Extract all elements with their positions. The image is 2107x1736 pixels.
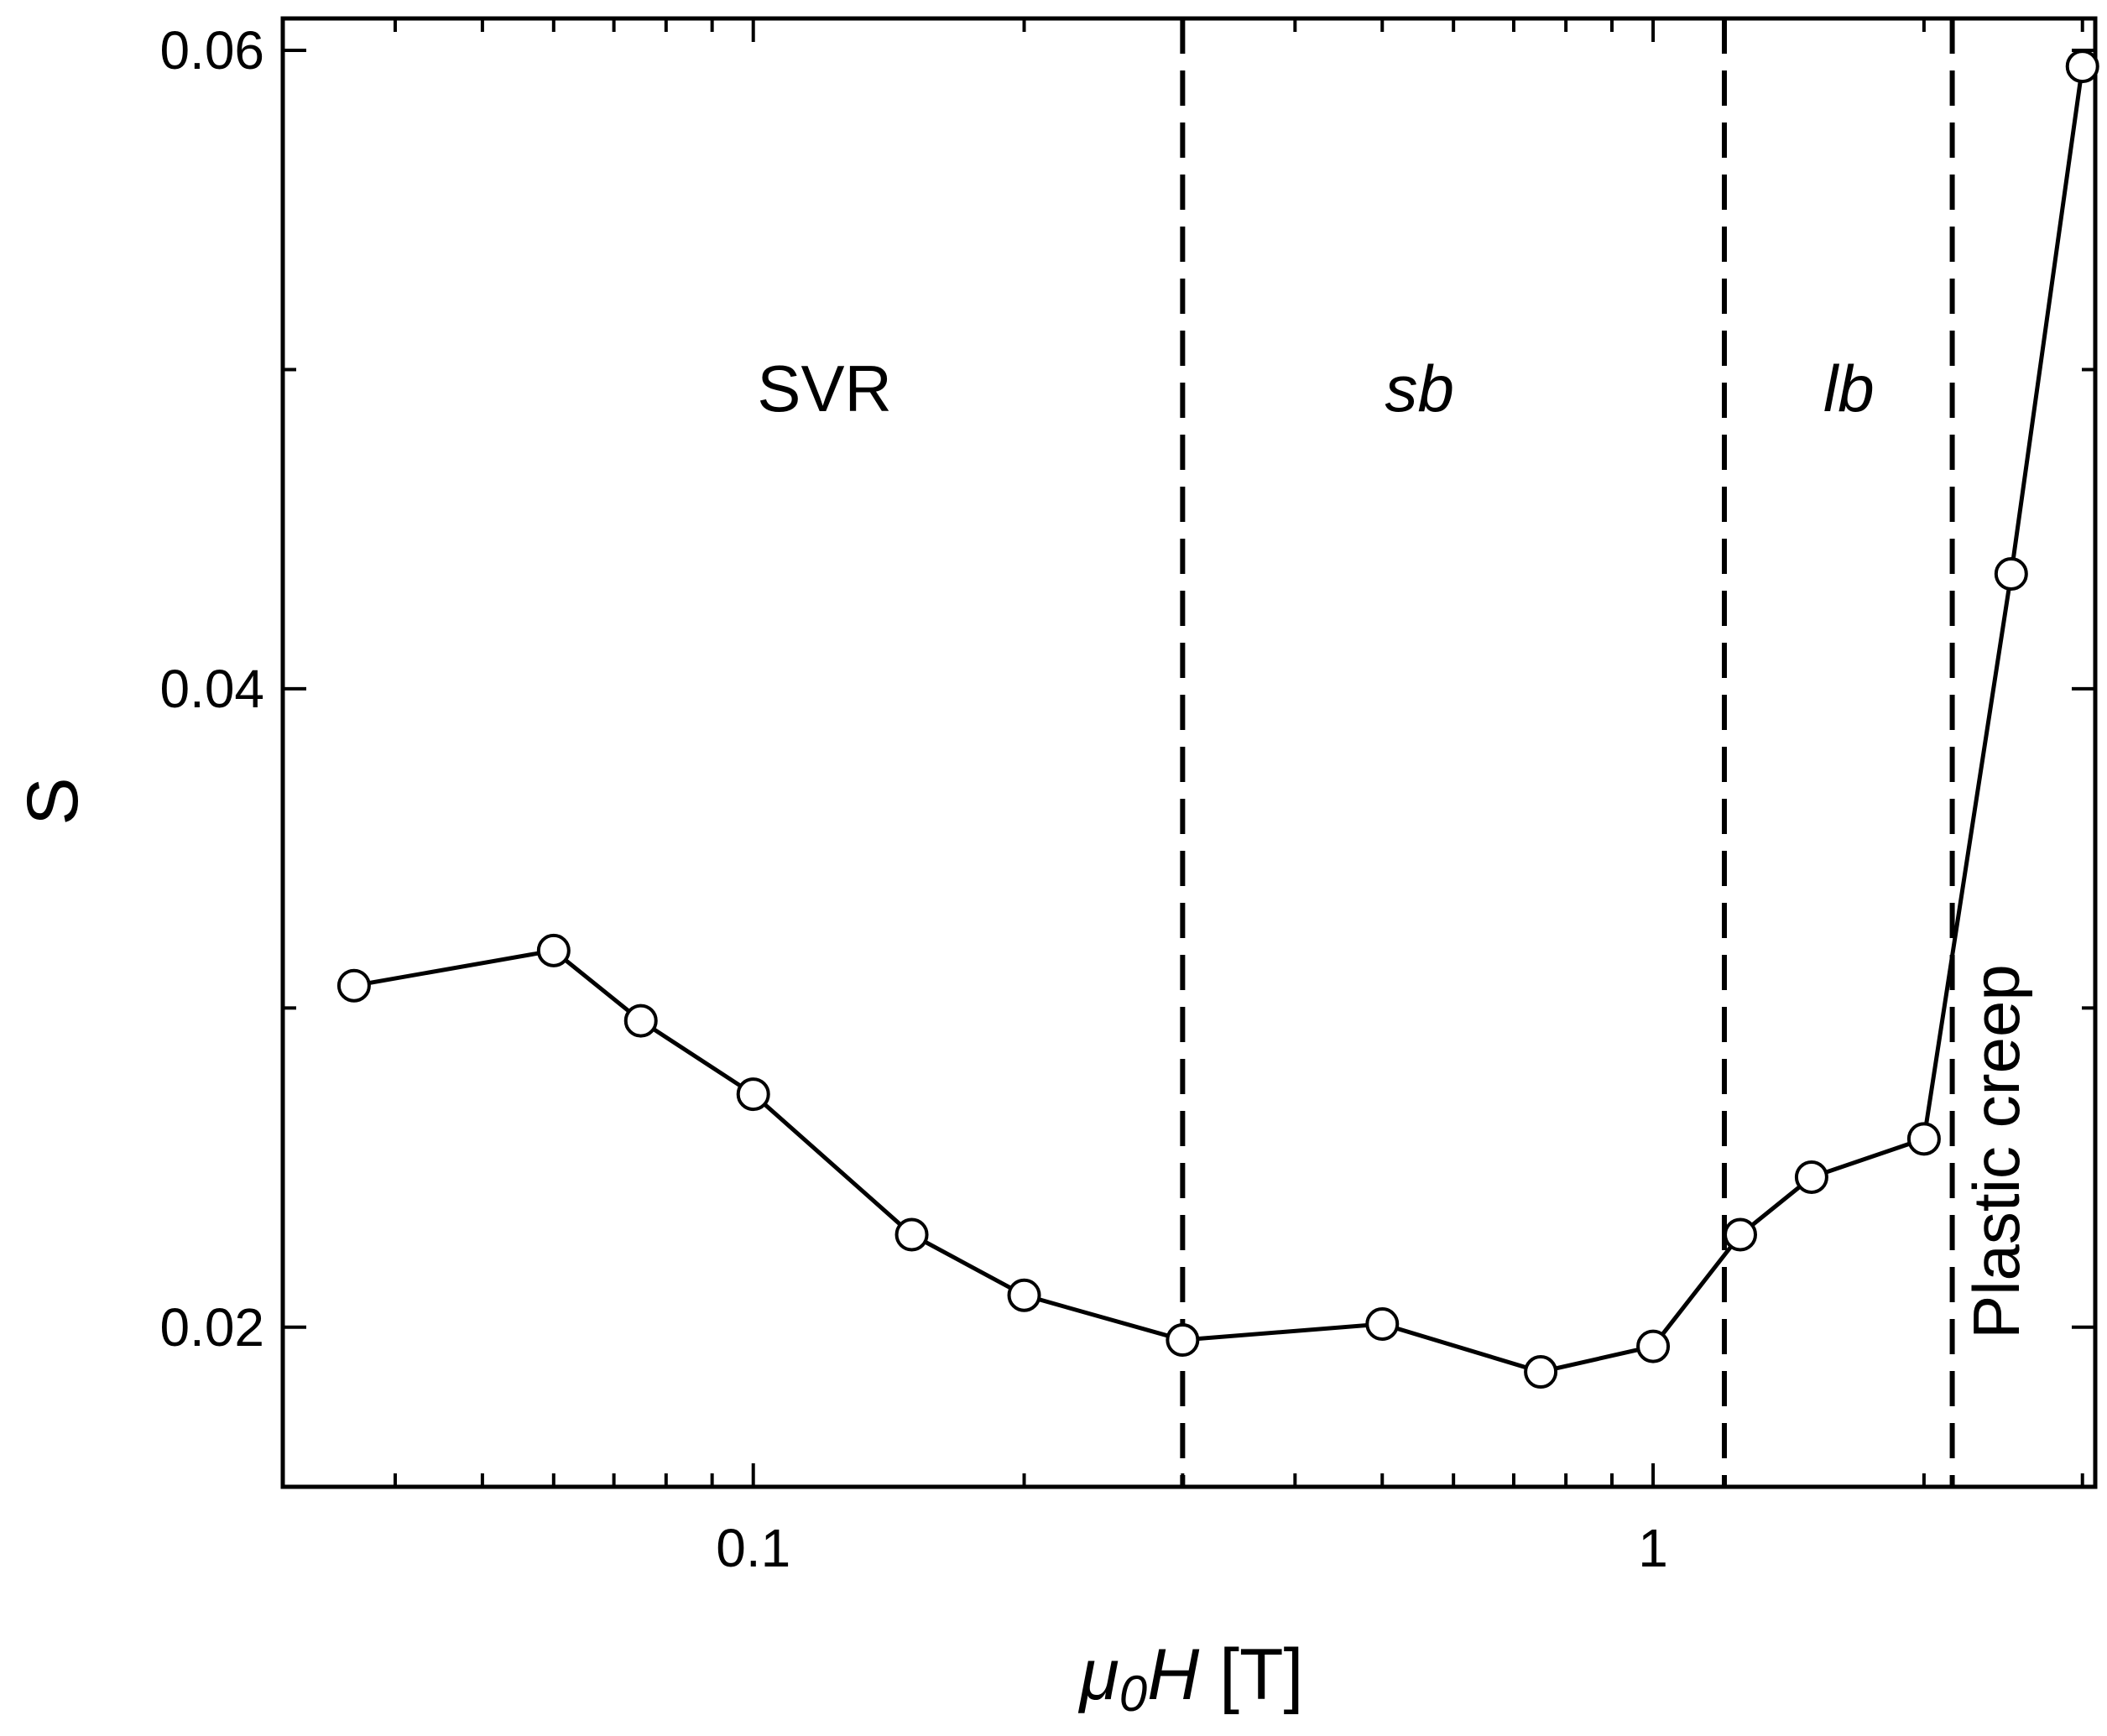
region-label-lb: lb [1823,352,1875,425]
data-point [536,933,571,967]
data-point [1994,556,2028,591]
data-point [1724,1217,1758,1252]
y-axis-ticks: 0.02 0.04 0.06 [159,20,2095,1358]
x-tick-label: 0.1 [716,1518,790,1578]
y-tick-label: 0.06 [159,20,264,81]
data-point [736,1077,770,1112]
data-point [1794,1160,1828,1194]
y-axis-title: S [13,777,93,825]
data-point [894,1217,929,1252]
data-point [1166,1323,1200,1357]
x-axis-title: μ0H [T] [1078,1634,1304,1722]
x-tick-label: 1 [1638,1518,1668,1578]
data-series [336,50,2099,1389]
data-point [1007,1278,1041,1312]
region-labels: SVR sb lb Plastic creep [757,352,2033,1339]
data-point [623,1004,658,1038]
data-point [336,968,371,1003]
data-point [1524,1355,1558,1389]
data-point [1365,1306,1400,1341]
x-axis-title-symbol: μ [1078,1634,1119,1715]
x-axis-title-symbol2: H [1147,1634,1200,1715]
x-axis-title-subscript: 0 [1119,1666,1147,1722]
y-tick-label: 0.02 [159,1297,264,1358]
region-dividers [1180,18,1955,1487]
plot-frame [280,16,2098,1489]
region-label-plastic-creep: Plastic creep [1959,964,2033,1339]
data-point [1636,1329,1671,1363]
region-label-svr: SVR [757,352,891,425]
data-point [2065,50,2099,84]
x-axis-ticks: 0.1 1 [393,18,2084,1578]
data-point [1906,1122,1941,1156]
y-tick-label: 0.04 [159,659,264,719]
region-label-sb: sb [1385,352,1453,425]
x-axis-title-unit: [T] [1199,1634,1303,1715]
